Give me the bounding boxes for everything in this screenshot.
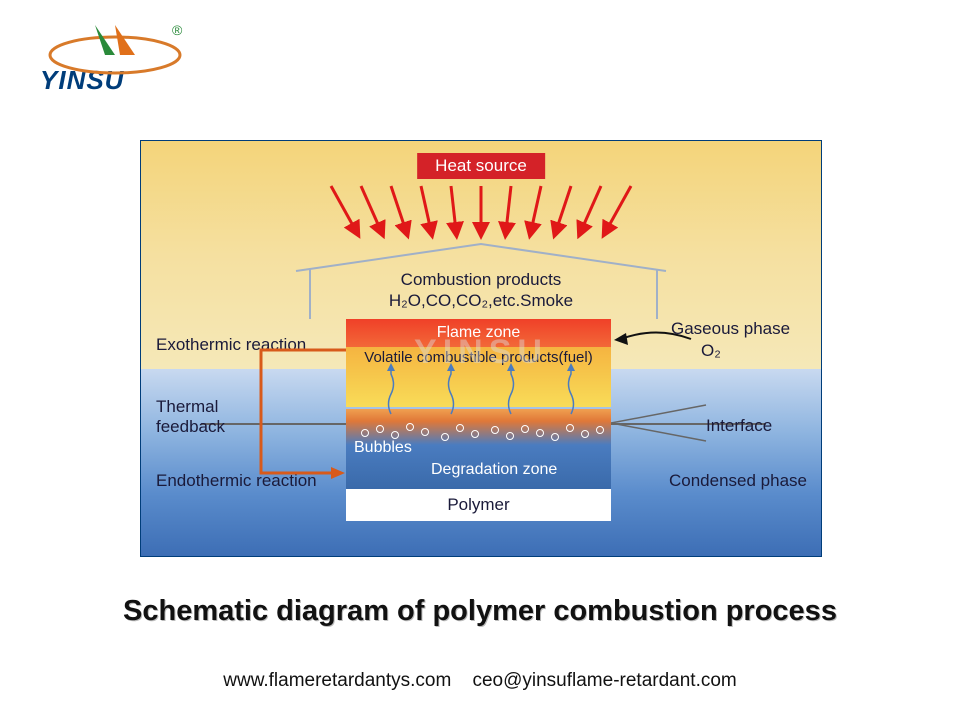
polymer-zone: Polymer (346, 489, 611, 521)
thermal-feedback-label: Thermal feedback (156, 397, 225, 438)
combustion-formula: H₂O,CO,CO₂,etc.Smoke (389, 291, 573, 310)
volatile-arrow-1 (381, 359, 401, 419)
o2-arrow (606, 321, 696, 361)
interface-wedge (611, 401, 711, 446)
heat-source-label: Heat source (417, 153, 545, 179)
combustion-products-label: Combustion products H₂O,CO,CO₂,etc.Smoke (389, 269, 573, 312)
bubbles (351, 421, 606, 446)
logo-swoosh: ® (40, 20, 190, 70)
volatile-arrow-2 (441, 359, 461, 419)
degradation-label: Degradation zone (431, 461, 557, 479)
footer-url: www.flameretardantys.com (223, 670, 451, 691)
main-title: Schematic diagram of polymer combustion … (0, 595, 960, 628)
condensed-phase-label: Condensed phase (669, 471, 807, 491)
volatile-arrow-4 (561, 359, 581, 419)
o2-label: O₂ (701, 341, 721, 361)
interface-label: Interface (706, 416, 772, 436)
brand-logo: ® YINSU (40, 20, 190, 110)
combustion-title: Combustion products (401, 270, 562, 289)
heat-arrows (311, 181, 651, 243)
svg-text:®: ® (172, 22, 183, 38)
volatile-arrow-3 (501, 359, 521, 419)
thermal-feedback-arrow (241, 345, 351, 485)
footer-email: ceo@yinsuflame-retardant.com (472, 670, 736, 691)
combustion-diagram: Heat source Combustion products H₂O,CO,C… (140, 140, 822, 557)
flame-zone: Flame zone (346, 319, 611, 347)
footer: www.flameretardantys.com ceo@yinsuflame-… (0, 670, 960, 692)
